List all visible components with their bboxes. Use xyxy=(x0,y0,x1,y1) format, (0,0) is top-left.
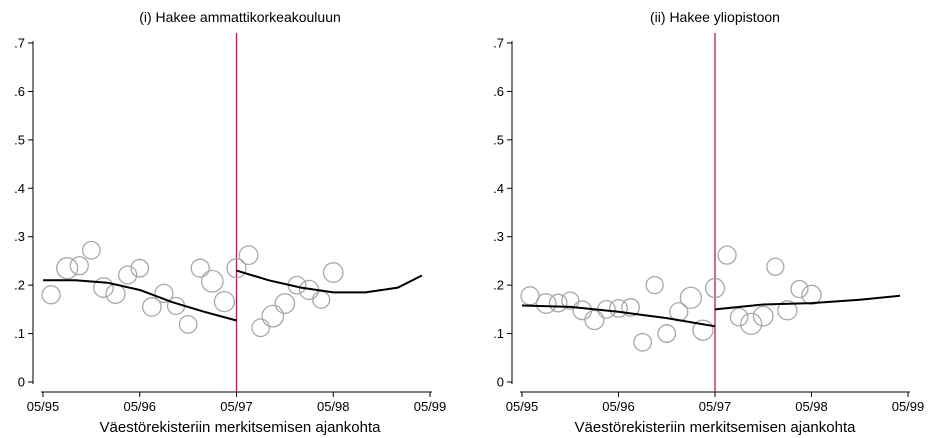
data-point xyxy=(226,258,247,279)
data-point xyxy=(717,245,737,265)
data-point xyxy=(274,293,296,314)
data-point xyxy=(548,293,568,313)
y-tick-label: .1 xyxy=(14,326,25,341)
x-axis-label: Väestörekisteriin merkitsemisen ajankoht… xyxy=(100,419,382,436)
data-point xyxy=(645,275,664,295)
data-point xyxy=(69,256,89,276)
x-tick-label: 05/97 xyxy=(220,399,253,414)
fit-line-right xyxy=(236,269,423,294)
data-point xyxy=(251,318,271,338)
data-point xyxy=(81,240,101,260)
x-tick-label: 05/95 xyxy=(27,399,60,414)
data-point xyxy=(190,258,210,278)
x-tick-label: 05/98 xyxy=(317,399,350,414)
data-point xyxy=(621,298,640,317)
data-point xyxy=(657,324,677,343)
data-point xyxy=(752,305,774,327)
y-tick-label: .4 xyxy=(493,181,504,196)
data-point xyxy=(766,257,785,276)
data-point xyxy=(213,290,236,313)
data-point xyxy=(777,300,798,321)
y-tick-label: .7 xyxy=(493,36,504,51)
data-point xyxy=(261,304,285,328)
data-point xyxy=(729,307,749,327)
panel-ammattikorkeakoulu: (i) Hakee ammattikorkeakouluun Väestörek… xyxy=(14,9,446,436)
x-tick-label: 05/99 xyxy=(892,399,925,414)
data-point xyxy=(130,258,150,278)
data-point xyxy=(56,257,79,280)
x-tick-label: 05/96 xyxy=(602,399,635,414)
data-point xyxy=(105,283,126,305)
data-point xyxy=(93,277,114,298)
y-tick-label: .6 xyxy=(14,84,25,99)
data-point xyxy=(200,269,224,293)
data-point xyxy=(704,277,726,299)
data-point xyxy=(238,245,259,266)
y-tick-label: .5 xyxy=(493,132,504,147)
y-tick-label: .2 xyxy=(14,278,25,293)
data-point xyxy=(584,309,605,331)
x-tick-label: 05/97 xyxy=(699,399,732,414)
x-tick-label: 05/95 xyxy=(506,399,539,414)
chart-title: (i) Hakee ammattikorkeakouluun xyxy=(139,9,341,25)
data-point xyxy=(141,297,162,317)
data-point xyxy=(561,291,580,310)
data-point xyxy=(692,319,714,341)
y-tick-label: .3 xyxy=(14,229,25,244)
x-tick-label: 05/99 xyxy=(414,399,447,414)
fit-line-left xyxy=(43,279,237,322)
data-point xyxy=(154,283,174,304)
y-tick-label: .7 xyxy=(14,36,25,51)
y-tick-label: .6 xyxy=(493,84,504,99)
data-point xyxy=(535,293,557,314)
data-point xyxy=(118,265,138,285)
panel-yliopisto: (ii) Hakee yliopistoon Väestörekisteriin… xyxy=(493,9,924,436)
data-point xyxy=(41,285,61,305)
data-point xyxy=(312,290,331,309)
x-axis-label: Väestörekisteriin merkitsemisen ajankoht… xyxy=(575,419,857,436)
data-point xyxy=(740,312,763,336)
data-point xyxy=(178,314,198,334)
y-tick-label: 0 xyxy=(497,375,504,390)
y-tick-label: 0 xyxy=(18,375,25,390)
x-tick-label: 05/98 xyxy=(795,399,828,414)
x-tick-label: 05/96 xyxy=(123,399,156,414)
data-point xyxy=(790,279,809,299)
data-point xyxy=(679,286,703,309)
y-tick-label: .5 xyxy=(14,132,25,147)
y-tick-label: .3 xyxy=(493,229,504,244)
fit-line-left xyxy=(521,304,716,328)
data-point xyxy=(322,262,344,283)
data-point xyxy=(572,300,593,321)
data-point xyxy=(609,298,628,318)
data-point xyxy=(633,332,653,352)
fit-line-right xyxy=(714,294,901,311)
chart-title: (ii) Hakee yliopistoon xyxy=(650,9,780,25)
y-tick-label: .1 xyxy=(493,326,504,341)
data-point xyxy=(801,284,822,305)
y-tick-label: .2 xyxy=(493,278,504,293)
y-tick-label: .4 xyxy=(14,181,25,196)
